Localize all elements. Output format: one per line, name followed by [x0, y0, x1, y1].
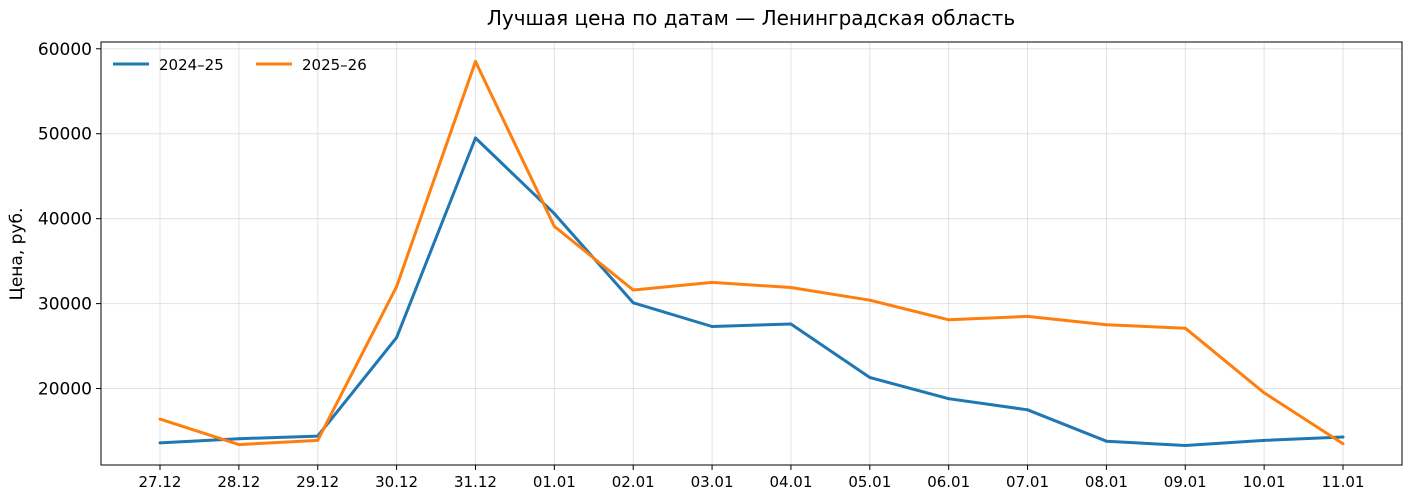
y-tick-label: 20000 [38, 380, 92, 400]
data-point [1183, 443, 1187, 447]
legend-label: 2024–25 [159, 56, 224, 74]
data-point [868, 376, 872, 380]
data-point [395, 285, 399, 289]
y-tick-label: 50000 [38, 125, 92, 145]
data-point [947, 318, 951, 322]
data-point [947, 397, 951, 401]
data-point [158, 441, 162, 445]
data-point [158, 417, 162, 421]
data-point [1262, 391, 1266, 395]
plot-frame [100, 41, 1403, 466]
x-tick-label: 04.01 [769, 473, 812, 491]
x-tick-label: 01.01 [533, 473, 576, 491]
x-tick-label: 10.01 [1243, 473, 1286, 491]
x-tick-label: 07.01 [1006, 473, 1049, 491]
x-tick-label: 28.12 [217, 473, 260, 491]
x-tick-label: 08.01 [1085, 473, 1128, 491]
x-tick-label: 02.01 [612, 473, 655, 491]
data-point [1262, 438, 1266, 442]
x-tick-label: 09.01 [1164, 473, 1207, 491]
data-point [237, 443, 241, 447]
grid [101, 42, 1402, 465]
series-layer [158, 60, 1345, 447]
data-point [395, 336, 399, 340]
y-axis-label: Цена, руб. [7, 208, 27, 301]
data-point [1341, 435, 1345, 439]
data-point [631, 301, 635, 305]
data-point [552, 224, 556, 228]
x-axis: 27.12 28.12 29.12 30.12 31.12 01.01 02.01 03.01… [139, 465, 1365, 491]
data-point [789, 285, 793, 289]
x-tick-label: 11.01 [1322, 473, 1365, 491]
series-line-1 [159, 136, 1344, 447]
legend: 2024–25 2025–26 [113, 56, 367, 74]
data-point [710, 280, 714, 284]
data-point [1183, 326, 1187, 330]
data-point [552, 212, 556, 216]
data-point [1026, 314, 1030, 318]
x-tick-label: 31.12 [454, 473, 497, 491]
x-tick-label: 05.01 [848, 473, 891, 491]
data-point [868, 298, 872, 302]
y-tick-label: 60000 [38, 40, 92, 60]
x-tick-label: 03.01 [691, 473, 734, 491]
legend-label: 2025–26 [302, 56, 367, 74]
x-tick-label: 27.12 [139, 473, 182, 491]
data-point [631, 288, 635, 292]
x-tick-label: 29.12 [296, 473, 339, 491]
data-point [473, 60, 477, 64]
y-tick-label: 30000 [38, 295, 92, 315]
data-point [237, 437, 241, 441]
data-point [710, 325, 714, 329]
data-point [789, 322, 793, 326]
y-axis: 20000 30000 40000 50000 60000 [38, 40, 101, 400]
data-point [473, 136, 477, 140]
chart-title: Лучшая цена по датам — Ленинградская обл… [487, 6, 1015, 30]
data-point [316, 438, 320, 442]
data-point [1104, 439, 1108, 443]
y-tick-label: 40000 [38, 210, 92, 230]
series-line-2 [159, 60, 1344, 447]
data-point [1104, 323, 1108, 327]
x-tick-label: 06.01 [927, 473, 970, 491]
data-point [1341, 442, 1345, 446]
x-tick-label: 30.12 [375, 473, 418, 491]
data-point [1026, 408, 1030, 412]
